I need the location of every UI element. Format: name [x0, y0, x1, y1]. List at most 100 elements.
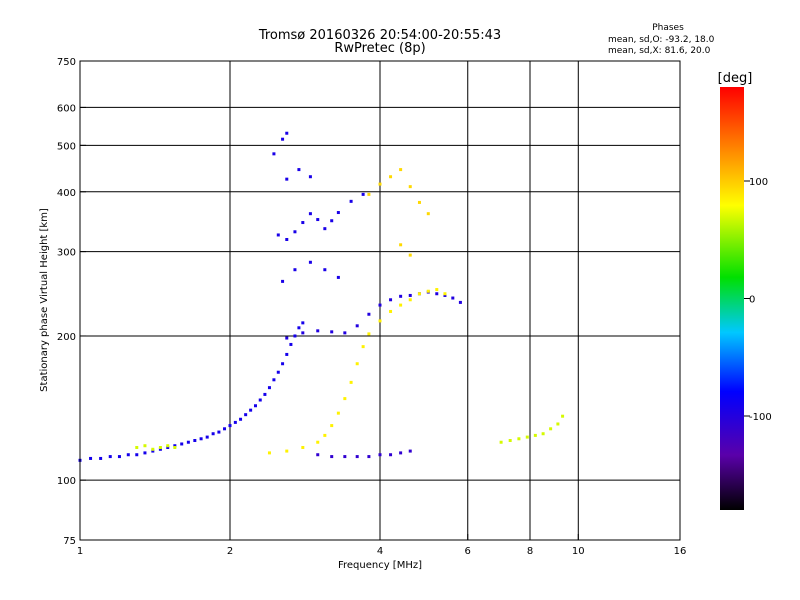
data-point: [285, 131, 289, 135]
data-points: [78, 131, 565, 462]
data-point: [367, 192, 371, 196]
data-point: [561, 414, 565, 418]
axis-ticks: 1 2 4 6 8 10 16 75 100 200 300 400 500 600 750: [57, 57, 686, 557]
data-point: [308, 212, 312, 216]
data-point: [336, 275, 340, 279]
colorbar-tick-label: 100: [749, 177, 768, 188]
data-point: [517, 437, 521, 441]
stats-o-mode: mean, sd,O: -93.2, 18.0: [608, 35, 715, 45]
data-point: [367, 312, 371, 316]
x-axis-label: Frequency [MHz]: [338, 560, 422, 571]
data-point: [330, 455, 334, 459]
data-point: [267, 386, 271, 390]
data-point: [297, 326, 301, 330]
data-point: [108, 455, 112, 459]
data-point: [285, 177, 289, 181]
data-point: [239, 417, 243, 421]
stats-x-mode: mean, sd,X: 81.6, 20.0: [608, 46, 711, 56]
data-point: [135, 453, 139, 457]
data-point: [276, 233, 280, 237]
data-point: [253, 404, 257, 408]
data-point: [361, 345, 365, 349]
data-point: [293, 230, 297, 234]
data-point: [378, 453, 382, 457]
data-point: [143, 444, 147, 448]
data-point: [343, 331, 347, 335]
data-point: [349, 199, 353, 203]
data-point: [316, 453, 320, 457]
data-point: [408, 253, 412, 257]
data-point: [355, 362, 359, 366]
y-tick-label: 100: [57, 476, 76, 487]
grid-lines: [80, 61, 680, 540]
data-point: [285, 352, 289, 356]
colorbar: [720, 87, 744, 510]
data-point: [323, 433, 327, 437]
data-point: [435, 292, 439, 296]
x-tick-label: 2: [227, 546, 233, 557]
colorbar-tick-label: 0: [749, 295, 755, 306]
data-point: [211, 432, 215, 436]
data-point: [173, 445, 177, 449]
y-tick-label: 600: [57, 103, 76, 114]
data-point: [399, 451, 403, 455]
data-point: [330, 330, 334, 334]
data-point: [217, 430, 221, 434]
data-point: [399, 303, 403, 307]
data-point: [343, 455, 347, 459]
data-point: [408, 293, 412, 297]
data-point: [223, 427, 227, 431]
data-point: [308, 175, 312, 179]
data-point: [158, 445, 162, 449]
y-tick-label: 750: [57, 57, 76, 68]
x-tick-label: 8: [527, 546, 533, 557]
data-point: [330, 424, 334, 428]
data-point: [281, 362, 285, 366]
data-point: [143, 451, 147, 455]
data-point: [285, 449, 289, 453]
data-point: [301, 331, 305, 335]
data-point: [399, 243, 403, 247]
data-point: [316, 440, 320, 444]
data-point: [281, 137, 285, 141]
data-point: [272, 378, 276, 382]
colorbar-ticks: 100 0 -100: [744, 177, 772, 423]
x-tick-label: 4: [377, 546, 383, 557]
data-point: [549, 427, 553, 431]
chart-title: Tromsø 20160326 20:54:00-20:55:43: [258, 28, 501, 43]
data-point: [151, 449, 155, 453]
data-point: [301, 445, 305, 449]
data-point: [228, 424, 232, 428]
y-tick-label: 75: [63, 536, 76, 547]
data-point: [263, 392, 267, 396]
data-point: [378, 319, 382, 323]
data-point: [426, 212, 430, 216]
x-tick-label: 16: [674, 546, 687, 557]
data-point: [533, 433, 537, 437]
data-point: [355, 455, 359, 459]
data-point: [117, 455, 121, 459]
data-point: [408, 298, 412, 302]
data-point: [267, 451, 271, 455]
data-point: [417, 200, 421, 204]
data-point: [417, 292, 421, 296]
data-point: [249, 408, 253, 412]
data-point: [367, 332, 371, 336]
data-point: [272, 152, 276, 156]
data-point: [367, 455, 371, 459]
data-point: [556, 422, 560, 426]
colorbar-tick-label: -100: [749, 412, 772, 423]
data-point: [316, 329, 320, 333]
data-point: [323, 227, 327, 231]
data-point: [499, 440, 503, 444]
data-point: [408, 185, 412, 189]
data-point: [389, 309, 393, 313]
data-point: [361, 192, 365, 196]
data-point: [173, 444, 177, 448]
data-point: [435, 288, 439, 292]
data-point: [426, 289, 430, 293]
data-point: [308, 260, 312, 264]
y-axis-label: Stationary phase Virtual Height [km]: [39, 208, 50, 392]
data-point: [323, 268, 327, 272]
